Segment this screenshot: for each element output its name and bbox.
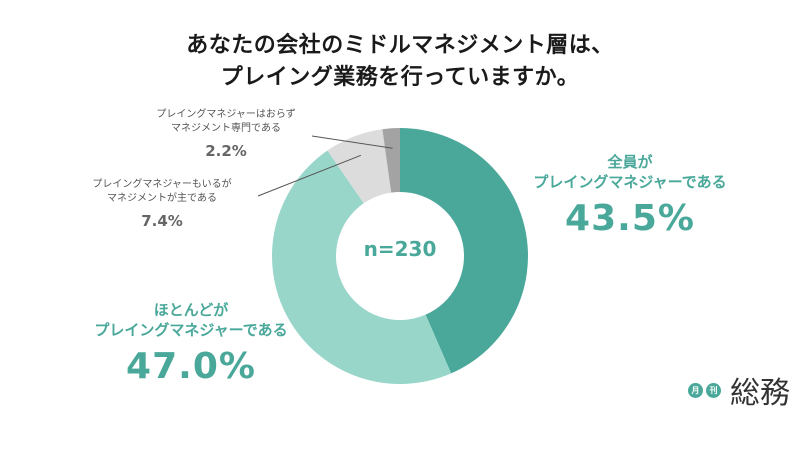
donut-slice-4 — [382, 128, 400, 193]
slice-label-line: マネジメント専門である — [171, 123, 281, 134]
slice-value-label: 7.4% — [141, 212, 183, 230]
slice-label-43.5: 全員が プレイングマネジャーである 43.5% — [520, 152, 740, 239]
slice-label-line: プレイングマネジャーもいるが — [92, 179, 232, 190]
leader-line-7.4 — [257, 154, 362, 197]
slice-value-label: 2.2% — [205, 142, 247, 160]
slice-value-label: 43.5% — [565, 198, 695, 239]
donut-slice-3 — [327, 129, 392, 204]
leader-line-2.2 — [311, 135, 393, 149]
title-line-1: あなたの会社のミドルマネジメント層は、 — [186, 33, 614, 58]
slice-value-label: 47.0% — [126, 346, 256, 387]
sample-size-label: n=230 — [363, 237, 437, 261]
logo-text: 総務 — [730, 376, 790, 411]
slice-label-line: マネジメントが主である — [107, 193, 217, 204]
logo-badge: 月 — [688, 382, 703, 398]
slice-label-line: プレイングマネジャーである — [94, 321, 288, 339]
slice-label-line: プレイングマネジャーである — [533, 173, 727, 191]
slice-label-2.2: プレイングマネジャーはおらず マネジメント専門である 2.2% — [136, 108, 316, 160]
slice-label-line: 全員が — [607, 153, 653, 171]
donut-slice-2 — [272, 150, 452, 384]
logo-badge: 刊 — [706, 382, 721, 398]
publisher-logo: 月 刊 総務 — [688, 368, 790, 412]
donut-slice-1 — [400, 128, 528, 374]
slice-label-line: ほとんどが — [153, 301, 229, 319]
title-line-2: プレイング業務を行っていますか。 — [220, 65, 580, 90]
slice-label-47.0: ほとんどが プレイングマネジャーである 47.0% — [76, 300, 306, 387]
slice-label-line: プレイングマネジャーはおらず — [156, 109, 296, 120]
slice-label-7.4: プレイングマネジャーもいるが マネジメントが主である 7.4% — [72, 178, 252, 230]
chart-title: あなたの会社のミドルマネジメント層は、 プレイング業務を行っていますか。 — [0, 30, 800, 94]
